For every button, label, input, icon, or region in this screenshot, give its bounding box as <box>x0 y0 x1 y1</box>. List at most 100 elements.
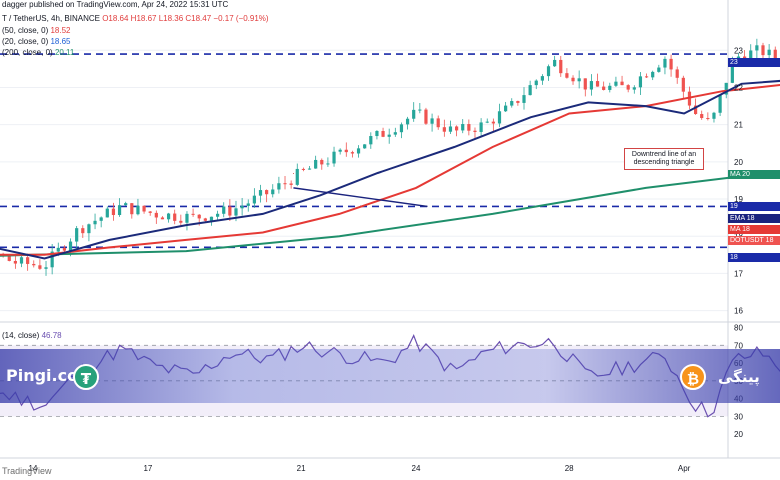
ma-price-tag: MA 18 <box>728 225 780 234</box>
candle-up <box>608 85 612 90</box>
candle-up <box>651 71 655 78</box>
candle-up <box>546 66 551 77</box>
candle-up <box>105 208 109 218</box>
candle-up <box>510 101 514 106</box>
ema20-label: (20, close, 0) <box>2 37 49 46</box>
candle-up <box>736 56 741 60</box>
candle-up <box>246 203 250 206</box>
candle-down <box>173 213 177 221</box>
price-tick-label: 19 <box>734 195 743 204</box>
candle-down <box>381 130 385 137</box>
candle-up <box>117 205 122 216</box>
candle-up <box>314 159 318 169</box>
ema-tag-label: EMA <box>730 215 745 222</box>
candle-down <box>265 190 269 195</box>
price-tick-label: 20 <box>734 158 743 167</box>
candle-up <box>663 58 667 68</box>
candle-up <box>375 130 379 137</box>
tradingview-logo: TradingView <box>2 466 52 476</box>
candle-down <box>675 69 679 78</box>
candle-up <box>657 67 661 72</box>
ema200-legend[interactable]: (200, close, 0) 20.11 <box>2 48 74 57</box>
time-tick-label: 28 <box>565 464 574 473</box>
mid-level-tag: 19 <box>728 202 780 211</box>
candle-up <box>99 217 103 221</box>
candle-up <box>166 213 171 220</box>
candle-down <box>283 183 287 185</box>
tether-icon: ₮ <box>73 364 99 390</box>
candle-up <box>240 205 244 209</box>
candle-up <box>369 136 373 145</box>
candle-up <box>712 112 716 119</box>
candle-down <box>424 109 428 124</box>
ma200-tag-value: 20 <box>742 171 750 178</box>
candle-down <box>301 168 305 170</box>
price-tick-label: 22 <box>734 83 743 92</box>
upper-level-tag: 23 <box>728 58 780 67</box>
rsi-tick-label: 20 <box>734 430 743 439</box>
symbol-price-tag: DOTUSDT 18 <box>728 236 780 245</box>
ema200-line <box>0 170 780 257</box>
ema20-line <box>0 79 780 260</box>
candle-up <box>277 183 281 190</box>
price-tick-label: 23 <box>734 46 743 55</box>
time-axis[interactable]: 1417212428Apr47111418212528 <box>29 464 780 473</box>
candle-up <box>271 189 275 195</box>
candle-down <box>681 77 685 92</box>
ma200-tag-label: MA <box>730 171 741 178</box>
candle-down <box>179 220 183 223</box>
rsi-tick-label: 80 <box>734 324 743 333</box>
candle-down <box>228 206 232 216</box>
candle-down <box>38 265 42 269</box>
candle-up <box>209 216 214 221</box>
ema20-value: 18.65 <box>50 37 71 46</box>
candle-down <box>669 58 673 70</box>
rsi-value: 46.78 <box>41 331 62 340</box>
candle-down <box>203 218 207 221</box>
ema20-legend[interactable]: (20, close, 0) 18.65 <box>2 37 71 46</box>
candle-up <box>749 50 753 62</box>
candle-up <box>485 121 489 123</box>
candle-up <box>632 87 636 90</box>
candle-down <box>130 203 134 215</box>
candle-down <box>700 114 704 119</box>
candle-down <box>773 49 777 60</box>
candle-down <box>344 149 348 153</box>
candle-up <box>497 111 502 124</box>
ema50-line <box>0 84 780 256</box>
rsi-legend[interactable]: (14, close) 46.78 <box>2 331 62 340</box>
candle-up <box>56 247 60 252</box>
candle-up <box>68 241 73 251</box>
candle-down <box>148 211 152 213</box>
candle-up <box>418 109 422 111</box>
candle-down <box>81 228 85 234</box>
candle-down <box>491 121 495 124</box>
moving-averages <box>0 79 780 260</box>
time-tick-label: 17 <box>143 464 152 473</box>
time-tick-label: 21 <box>297 464 306 473</box>
candle-down <box>473 130 477 132</box>
candle-up <box>718 94 722 113</box>
candle-down <box>436 118 440 128</box>
symbol-name: T / TetherUS, 4h, BINANCE <box>2 14 100 23</box>
candle-down <box>467 124 471 131</box>
candle-up <box>767 49 771 56</box>
candle-down <box>620 81 624 86</box>
candle-up <box>332 151 336 164</box>
candle-down <box>442 127 446 132</box>
lower-level-tag: 18 <box>728 253 780 262</box>
candle-up <box>93 220 97 225</box>
candle-down <box>7 255 11 261</box>
time-tick-label: 24 <box>412 464 421 473</box>
candle-up <box>638 76 643 88</box>
ohlc-values: O18.64 H18.67 L18.36 C18.47 −0.17 (−0.91… <box>102 14 269 23</box>
ma-tag-value: 18 <box>742 226 750 233</box>
ema50-legend[interactable]: (50, close, 0) 18.52 <box>2 26 71 35</box>
candle-up <box>75 228 79 242</box>
candle-up <box>528 85 532 96</box>
candle-down <box>595 81 600 87</box>
trendline-annotation: Downtrend line of an descending triangle <box>624 148 704 170</box>
candle-down <box>289 183 293 185</box>
candle-up <box>730 59 734 83</box>
